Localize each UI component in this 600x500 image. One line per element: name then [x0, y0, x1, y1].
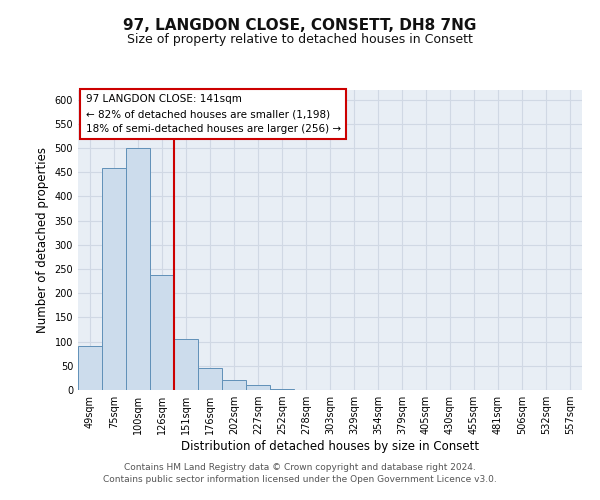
Text: Size of property relative to detached houses in Consett: Size of property relative to detached ho… [127, 32, 473, 46]
Bar [222, 380, 246, 390]
X-axis label: Distribution of detached houses by size in Consett: Distribution of detached houses by size … [181, 440, 479, 453]
Bar [198, 368, 222, 390]
Text: Contains public sector information licensed under the Open Government Licence v3: Contains public sector information licen… [103, 475, 497, 484]
Bar [126, 148, 150, 390]
Bar [150, 276, 174, 390]
Bar [102, 168, 126, 390]
Text: 97 LANGDON CLOSE: 141sqm
← 82% of detached houses are smaller (1,198)
18% of sem: 97 LANGDON CLOSE: 141sqm ← 82% of detach… [86, 94, 341, 134]
Bar [78, 346, 102, 390]
Text: 97, LANGDON CLOSE, CONSETT, DH8 7NG: 97, LANGDON CLOSE, CONSETT, DH8 7NG [124, 18, 476, 32]
Bar [246, 384, 270, 390]
Bar [174, 339, 198, 390]
Bar [270, 388, 294, 390]
Text: Contains HM Land Registry data © Crown copyright and database right 2024.: Contains HM Land Registry data © Crown c… [124, 462, 476, 471]
Y-axis label: Number of detached properties: Number of detached properties [36, 147, 49, 333]
